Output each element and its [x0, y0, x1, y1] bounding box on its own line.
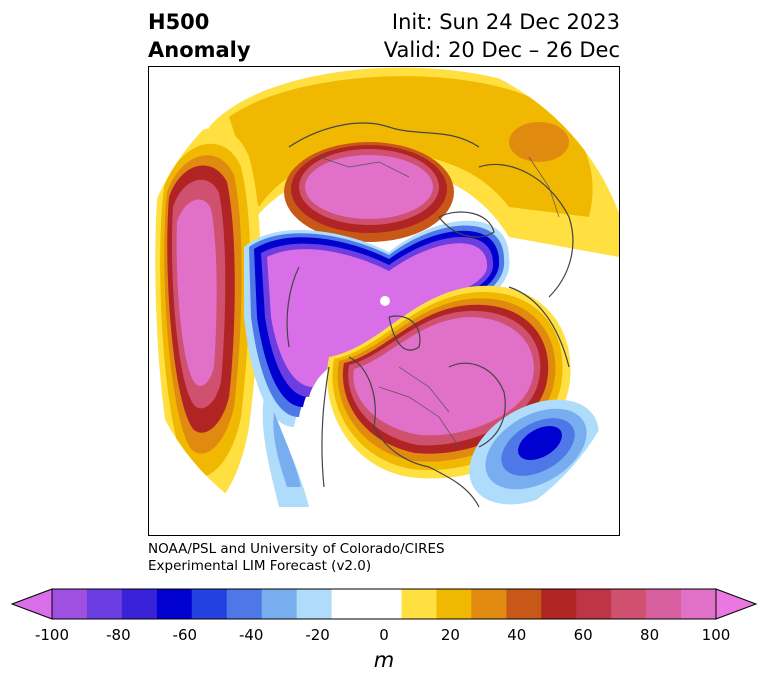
- colorbar-tick-label: 40: [507, 626, 527, 644]
- colorbar-tick-label: -100: [34, 626, 70, 644]
- colorbar-extend-min: [10, 588, 53, 620]
- pacific-trough-core: [273, 412, 301, 487]
- polar-map-svg: [149, 67, 619, 535]
- valid-range: Valid: 20 Dec – 26 Dec: [383, 38, 620, 62]
- colorbar-cell: [296, 589, 333, 619]
- political-borders: [318, 156, 560, 448]
- title-block-right: Init: Sun 24 Dec 2023 Valid: 20 Dec – 26…: [384, 8, 620, 64]
- credit-block: NOAA/PSL and University of Colorado/CIRE…: [148, 541, 445, 575]
- colorbar-tick-label: -60: [172, 626, 198, 644]
- colorbar-tick-label: 100: [701, 626, 731, 644]
- positive-band-north-2: [229, 76, 593, 218]
- positive-core-ne: [509, 122, 569, 162]
- variable-title: H500: [148, 10, 210, 34]
- colorbar-cell: [261, 589, 298, 619]
- title-block-left: H500 Anomaly: [148, 8, 251, 64]
- coastlines: [286, 122, 574, 508]
- atlantic-trough-core: [518, 425, 562, 461]
- colorbar-tick-label: -80: [106, 626, 131, 644]
- colorbar-cell: [156, 589, 193, 619]
- field-title: Anomaly: [148, 38, 251, 62]
- na-ridge-core: [353, 317, 534, 436]
- colorbar-cell: [191, 589, 228, 619]
- colorbar-cell: [401, 589, 437, 619]
- colorbar-cell: [366, 589, 402, 619]
- credit-line-2: Experimental LIM Forecast (v2.0): [148, 558, 372, 574]
- colorbar-cell: [541, 589, 577, 619]
- colorbar-cell: [436, 589, 472, 619]
- colorbar-cell: [576, 589, 612, 619]
- colorbar: [10, 588, 758, 620]
- colorbar-cell: [471, 589, 507, 619]
- colorbar-tick-label: -20: [305, 626, 330, 644]
- colorbar-cell: [506, 589, 542, 619]
- colorbar-tick-label: 80: [640, 626, 660, 644]
- colorbar-tick-label: 20: [440, 626, 460, 644]
- pacific-ridge-core: [176, 199, 217, 386]
- anomaly-map: [148, 66, 620, 536]
- north-pole-marker: [380, 296, 390, 306]
- colorbar-tick-label: 0: [379, 626, 389, 644]
- colorbar-unit: m: [373, 648, 395, 672]
- colorbar-cell: [52, 589, 88, 619]
- colorbar-tick-label: 60: [573, 626, 593, 644]
- colorbar-cell: [331, 589, 368, 619]
- colorbar-cell: [681, 589, 717, 619]
- arctic-trough-core: [267, 243, 488, 387]
- colorbar-tick-label: -40: [238, 626, 264, 644]
- credit-line-1: NOAA/PSL and University of Colorado/CIRE…: [148, 541, 445, 557]
- init-time: Init: Sun 24 Dec 2023: [391, 10, 620, 34]
- colorbar-extend-max: [715, 588, 758, 620]
- europe-ridge-core: [305, 155, 433, 219]
- colorbar-cell: [646, 589, 682, 619]
- colorbar-cell: [611, 589, 647, 619]
- colorbar-frame: [51, 588, 717, 620]
- colorbar-cell: [121, 589, 158, 619]
- colorbar-cell: [86, 589, 123, 619]
- colorbar-cell: [226, 589, 263, 619]
